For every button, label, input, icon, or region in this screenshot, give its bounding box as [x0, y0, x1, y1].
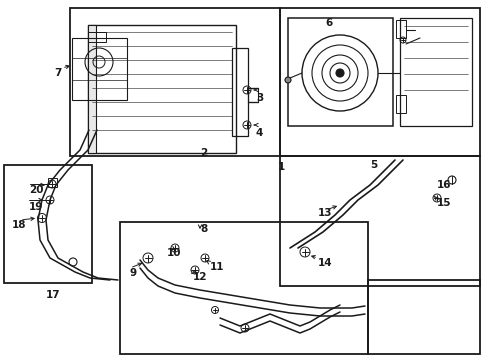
Bar [88, 25, 96, 153]
Bar [48, 178, 57, 187]
Text: 7: 7 [54, 68, 61, 78]
Text: 9: 9 [130, 268, 137, 278]
Text: 3: 3 [256, 93, 263, 103]
Bar [72, 38, 127, 100]
Text: 11: 11 [209, 262, 224, 272]
Text: 8: 8 [200, 224, 207, 234]
Text: 20: 20 [29, 185, 43, 195]
Bar [367, 280, 479, 354]
Text: 5: 5 [369, 160, 376, 170]
Bar [395, 95, 405, 113]
Bar [287, 18, 392, 126]
Bar [70, 8, 280, 156]
Text: 1: 1 [278, 162, 285, 172]
Text: 19: 19 [29, 202, 43, 212]
Text: 18: 18 [12, 220, 26, 230]
Bar [280, 156, 479, 286]
Text: 16: 16 [436, 180, 450, 190]
Text: 12: 12 [193, 272, 207, 282]
Text: 2: 2 [200, 148, 207, 158]
Bar [231, 48, 247, 136]
Text: 14: 14 [317, 258, 332, 268]
Bar [88, 25, 236, 153]
Text: 6: 6 [325, 18, 331, 28]
Text: 13: 13 [317, 208, 332, 218]
Bar [395, 20, 405, 38]
Bar [120, 222, 367, 354]
Bar [247, 88, 258, 102]
Bar [280, 8, 479, 156]
Circle shape [335, 69, 343, 77]
Bar [88, 32, 106, 42]
Text: 17: 17 [46, 290, 61, 300]
Text: 15: 15 [436, 198, 450, 208]
Bar [399, 18, 471, 126]
Circle shape [285, 77, 290, 83]
Text: 4: 4 [256, 128, 263, 138]
Bar [4, 165, 92, 283]
Text: 10: 10 [167, 248, 181, 258]
